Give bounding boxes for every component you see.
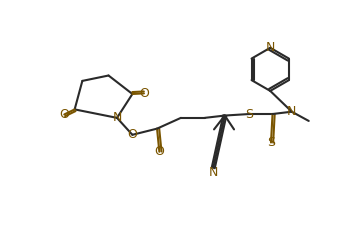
Text: N: N [209,166,218,179]
Text: S: S [267,136,275,149]
Text: N: N [112,111,122,124]
Text: N: N [287,105,297,118]
Text: N: N [266,41,275,54]
Text: O: O [139,87,149,100]
Text: O: O [155,145,164,158]
Text: O: O [127,128,137,141]
Text: O: O [59,108,69,121]
Text: S: S [245,108,253,121]
